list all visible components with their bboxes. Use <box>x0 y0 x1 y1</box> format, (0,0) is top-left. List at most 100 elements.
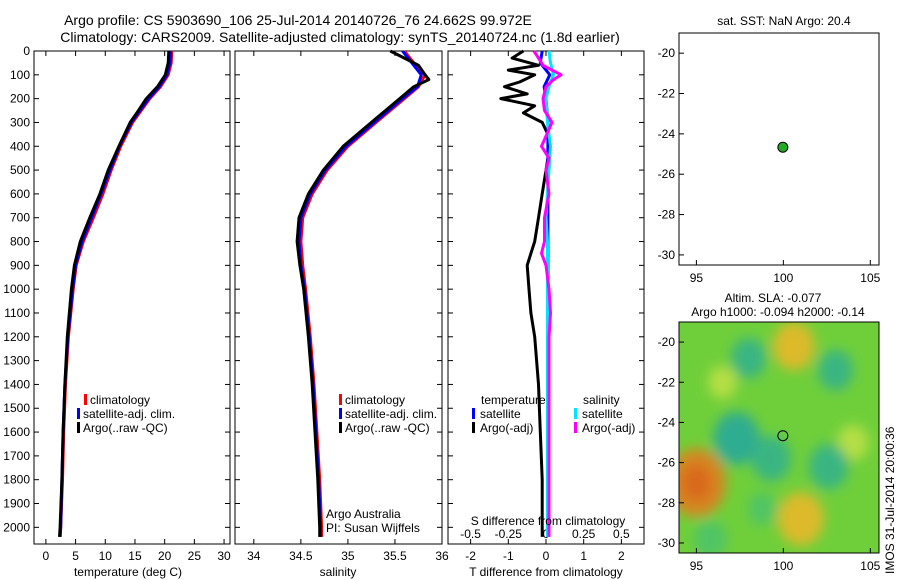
legend-label-s-argo: Argo(-adj) <box>582 421 635 435</box>
x-tick-label: 15 <box>128 549 142 563</box>
temperature-axes-frame <box>33 50 231 545</box>
s-tick-label: -0.25 <box>495 527 523 541</box>
x-tick-label: 2 <box>618 549 625 563</box>
sla-anomaly-blob <box>777 492 824 546</box>
y-tick-label: 1000 <box>3 282 30 296</box>
difference-xlabel: T difference from climatology <box>469 565 623 579</box>
y-tick-label: 0 <box>23 44 30 58</box>
sst-map-panel: sat. SST: NaN Argo: 20.4 95 100 105 -20 -22 -… <box>658 14 881 285</box>
y-tick-label: -30 <box>658 536 676 550</box>
legend-swatch-climatology <box>84 394 87 405</box>
y-tick-label: -20 <box>658 335 676 349</box>
sla-anomaly-blob <box>730 337 767 379</box>
sla-map-frame <box>678 321 880 554</box>
y-tick-label: -26 <box>658 167 676 181</box>
x-tick-label: 20 <box>158 549 172 563</box>
legend-label-argo: Argo(..raw -QC) <box>345 421 430 435</box>
x-tick-label: 34 <box>247 549 261 563</box>
x-tick-label: 100 <box>773 559 793 573</box>
legend-label-s-satellite: satellite <box>582 407 623 421</box>
y-tick-label: 2000 <box>3 520 30 534</box>
argo-location-marker <box>777 141 789 153</box>
annotation-pi: PI: Susan Wijffels <box>326 521 420 535</box>
series-line-argo-raw-qc <box>295 49 431 537</box>
legend-swatch-argo <box>77 422 80 433</box>
legend-swatch-t-satellite <box>472 408 475 419</box>
legend-label-t-argo: Argo(-adj) <box>480 421 533 435</box>
salinity-axes-frame <box>234 50 443 545</box>
x-tick-label: 35.5 <box>383 549 407 563</box>
title-line2: Climatology: CARS2009. Satellite-adjuste… <box>60 29 620 45</box>
legend-label-satellite: satellite-adj. clim. <box>345 407 437 421</box>
series-line-satellite-adj-clim <box>58 50 173 537</box>
y-tick-label: 600 <box>10 187 30 201</box>
sla-anomaly-blob <box>713 411 760 466</box>
y-tick-label: -28 <box>658 496 676 510</box>
legend-swatch-argo <box>339 422 342 433</box>
y-tick-label: 200 <box>10 92 30 106</box>
legend-label-t-satellite: satellite <box>480 407 521 421</box>
legend-head-temperature: temperature <box>481 393 546 407</box>
x-tick-label: -2 <box>465 549 476 563</box>
sla-title-line1: Altim. SLA: -0.077 <box>725 291 822 305</box>
y-tick-label: 500 <box>10 163 30 177</box>
y-tick-label: 1900 <box>3 497 30 511</box>
y-tick-label: -24 <box>658 127 676 141</box>
series-line-argo-raw-qc <box>58 50 171 537</box>
y-tick-label: 1800 <box>3 473 30 487</box>
argo-location-marker <box>777 430 789 442</box>
x-tick-label: 105 <box>860 559 880 573</box>
series-line-s-argo <box>532 50 563 537</box>
sla-anomaly-blob <box>693 519 727 553</box>
sla-title-line2: Argo h1000: -0.094 h2000: -0.14 <box>691 305 865 319</box>
y-tick-label: 100 <box>10 68 30 82</box>
y-tick-label: 1700 <box>3 449 30 463</box>
y-tick-label: -28 <box>658 208 676 222</box>
x-tick-label: 0 <box>543 549 550 563</box>
salinity-panel: 34 34.5 35 35.5 36 climatology satellite-adj… <box>234 49 449 579</box>
temperature-legend: climatology satellite-adj. clim. Argo(..… <box>77 393 175 435</box>
y-tick-label: 800 <box>10 235 30 249</box>
y-tick-label: 1300 <box>3 354 30 368</box>
legend-label-climatology: climatology <box>90 393 150 407</box>
y-tick-label: 700 <box>10 211 30 225</box>
x-tick-label: 1 <box>580 549 587 563</box>
annotation-argo-australia: Argo Australia <box>326 507 401 521</box>
sla-map-panel: Altim. SLA: -0.077 Argo h1000: -0.094 h2… <box>658 291 881 573</box>
legend-swatch-satellite <box>339 408 342 419</box>
y-tick-label: -22 <box>658 87 676 101</box>
legend-label-climatology: climatology <box>345 393 405 407</box>
x-tick-label: 25 <box>188 549 202 563</box>
temperature-panel: 0 5 10 15 20 25 300100200300400500600700800900… <box>3 44 231 579</box>
x-tick-label: 95 <box>690 559 704 573</box>
salinity-xlabel: salinity <box>320 565 357 579</box>
s-tick-label: 0.25 <box>572 527 596 541</box>
sst-title: sat. SST: NaN Argo: 20.4 <box>717 14 851 28</box>
x-tick-label: 30 <box>217 549 231 563</box>
y-tick-label: 1200 <box>3 330 30 344</box>
x-tick-label: 10 <box>99 549 113 563</box>
sla-anomaly-core <box>681 464 712 501</box>
sla-anomaly-blob <box>808 443 849 490</box>
sla-anomaly-blob <box>751 435 792 482</box>
y-tick-label: 1500 <box>3 401 30 415</box>
sla-anomaly-blob <box>817 349 854 391</box>
legend-swatch-satellite <box>77 408 80 419</box>
y-tick-label: 1400 <box>3 377 30 391</box>
legend-label-satellite: satellite-adj. clim. <box>83 407 175 421</box>
y-tick-label: -22 <box>658 375 676 389</box>
y-tick-label: 1100 <box>4 306 30 320</box>
x-tick-label: 100 <box>773 271 793 285</box>
legend-swatch-climatology <box>339 394 342 405</box>
y-tick-label: -24 <box>658 415 676 429</box>
x-tick-label: 36 <box>435 549 449 563</box>
salinity-legend: climatology satellite-adj. clim. Argo(..… <box>339 393 437 435</box>
x-tick-label: 0 <box>43 549 50 563</box>
legend-swatch-s-satellite <box>574 408 577 419</box>
y-tick-label: -20 <box>658 46 676 60</box>
legend-swatch-t-argo <box>472 422 475 433</box>
difference-legend: temperature salinity satellite satellite… <box>472 393 635 435</box>
difference-panel: -2 -1 0 1 2-0.5 -0.25 0 0.25 0.5 temperature sal… <box>447 49 645 579</box>
s-tick-label: -0.5 <box>460 527 481 541</box>
temperature-xlabel: temperature (deg C) <box>74 565 182 579</box>
